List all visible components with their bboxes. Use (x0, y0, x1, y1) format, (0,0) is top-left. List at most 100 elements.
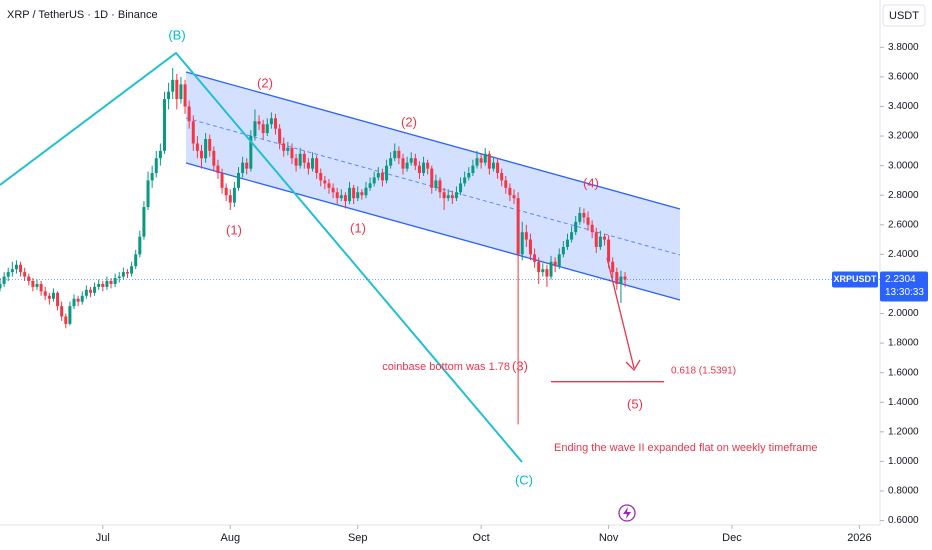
candle-body (269, 118, 273, 125)
candle-body (35, 283, 39, 287)
candle-body (339, 195, 343, 199)
candle-body (557, 254, 561, 267)
candle-body (619, 276, 623, 284)
candle-body (142, 207, 146, 237)
candle-body (43, 291, 47, 296)
x-tick-label: Oct (473, 532, 490, 544)
y-tick-label: 1.4000 (888, 397, 919, 408)
y-tick-label: 2.0000 (888, 308, 919, 319)
candle-body (274, 118, 278, 129)
candle-body (138, 236, 142, 255)
y-tick-label: 1.0000 (888, 456, 919, 467)
candle-body (286, 147, 290, 151)
chart-title: XRP / TetherUS · 1D · Binance (7, 9, 158, 21)
candle-body (401, 158, 405, 169)
candle-body (417, 165, 421, 174)
candle-body (598, 236, 602, 247)
candle-body (220, 173, 224, 188)
candle-body (561, 246, 565, 255)
candle-body (487, 153, 491, 169)
candle-body (389, 158, 393, 166)
candle-body (80, 295, 84, 302)
candle-body (397, 150, 401, 159)
candle-body (524, 232, 528, 240)
y-tick-label: 1.6000 (888, 367, 919, 378)
annotation: (2) (401, 114, 417, 129)
candle-body (434, 180, 438, 188)
candle-body (364, 187, 368, 196)
candle-body (479, 158, 483, 163)
candle-body (430, 168, 434, 188)
candle-body (615, 272, 619, 284)
candle-body (528, 239, 532, 255)
candle-body (150, 173, 154, 181)
channel-lower (185, 162, 681, 301)
symbol-tag (832, 271, 878, 288)
candle-body (565, 239, 569, 247)
candle-body (537, 261, 541, 273)
candle-body (121, 272, 125, 277)
candle-body (6, 272, 10, 277)
annotation: (1) (226, 222, 242, 237)
candle-body (594, 232, 598, 247)
y-tick-label: 3.8000 (888, 42, 919, 53)
candle-body (23, 272, 27, 277)
candle-body (117, 276, 121, 279)
x-tick-label: Nov (599, 532, 619, 544)
candle-body (500, 173, 504, 181)
candle-body (56, 292, 60, 307)
candle-body (590, 224, 594, 233)
candle-body (257, 121, 261, 125)
candle-body (261, 124, 265, 134)
candle-body (541, 269, 545, 273)
candle-body (471, 165, 475, 174)
annotation: (4) (583, 175, 599, 190)
candle-body (134, 254, 138, 267)
candle-body (463, 177, 467, 184)
currency: USDT (889, 10, 919, 22)
candle-body (39, 283, 43, 292)
candle-body (393, 150, 397, 159)
candle-body (545, 269, 549, 277)
annotation: coinbase bottom was 1.78 (382, 361, 510, 373)
candle-body (101, 283, 105, 287)
channel-upper (185, 71, 681, 210)
currency-button[interactable] (882, 4, 926, 27)
candle-body (47, 295, 51, 299)
candle-body (146, 180, 150, 208)
candle-body (319, 173, 323, 181)
candle-body (290, 147, 294, 159)
candle-body (422, 162, 426, 174)
fib-label: 0.618 (1.5391) (671, 365, 736, 376)
candle-body (454, 192, 458, 199)
candle-body (253, 121, 257, 137)
candle-body (570, 232, 574, 240)
x-tick-label: Dec (722, 532, 742, 544)
candle-body (586, 217, 590, 225)
candle-body (154, 158, 158, 174)
candle-body (294, 158, 298, 166)
symbol-label: XRPUSDT (833, 274, 877, 284)
candle-body (0, 283, 2, 289)
candles (0, 68, 627, 425)
candle-body (607, 239, 611, 262)
candle-body (335, 192, 339, 199)
candle-body (125, 272, 129, 274)
candle-body (298, 153, 302, 166)
candle-body (187, 106, 191, 122)
candle-body (216, 165, 220, 174)
candle-body (171, 79, 175, 92)
candle-body (232, 187, 236, 203)
x-tick-label: 2026 (847, 532, 871, 544)
candle-body (97, 283, 101, 287)
candle-body (212, 150, 216, 166)
candle-body (582, 212, 586, 218)
candle-body (88, 289, 92, 293)
candle-body (549, 261, 553, 277)
candle-body (516, 198, 520, 255)
candle-body (278, 128, 282, 144)
candle-body (167, 91, 171, 100)
candle-body (385, 165, 389, 181)
arrow-head (625, 359, 641, 372)
